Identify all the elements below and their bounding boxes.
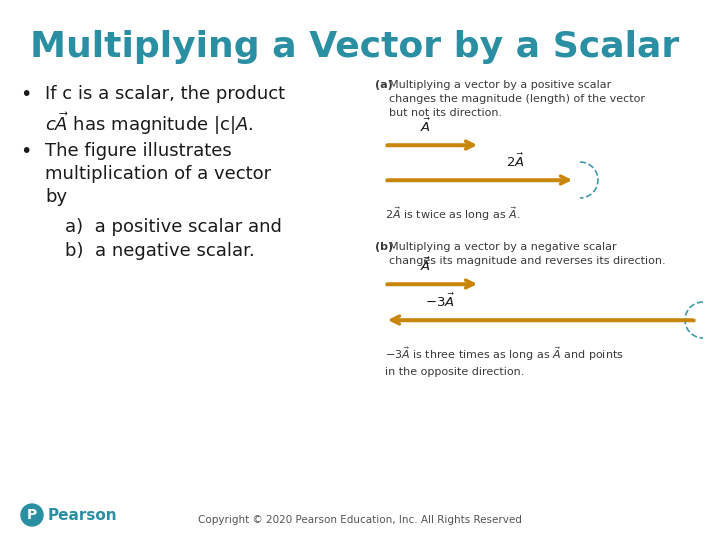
Text: $\vec{A}$: $\vec{A}$ [420,256,431,274]
Text: The figure illustrates: The figure illustrates [45,142,232,160]
Text: If c is a scalar, the product: If c is a scalar, the product [45,85,285,103]
Text: Pearson: Pearson [48,508,117,523]
Text: Multiplying a vector by a negative scalar
changes its magnitude and reverses its: Multiplying a vector by a negative scala… [389,242,665,266]
Text: $-3\vec{A}$ is three times as long as $\vec{A}$ and points
in the opposite direc: $-3\vec{A}$ is three times as long as $\… [385,345,624,377]
Circle shape [21,504,43,526]
Text: (b): (b) [375,242,393,252]
Text: •: • [20,142,32,161]
Text: (a): (a) [375,80,392,90]
Text: b)  a negative scalar.: b) a negative scalar. [65,242,255,260]
Text: •: • [20,85,32,104]
Text: $\vec{A}$: $\vec{A}$ [420,118,431,135]
Text: Multiplying a vector by a positive scalar
changes the magnitude (length) of the : Multiplying a vector by a positive scala… [389,80,645,118]
Text: multiplication of a vector: multiplication of a vector [45,165,271,183]
Text: $c\vec{A}$ has magnitude |c|$A$.: $c\vec{A}$ has magnitude |c|$A$. [45,110,253,137]
Text: $2\vec{A}$: $2\vec{A}$ [505,153,524,170]
Text: $2\vec{A}$ is twice as long as $\vec{A}$.: $2\vec{A}$ is twice as long as $\vec{A}$… [385,205,521,222]
Text: by: by [45,188,67,206]
Text: $-3\vec{A}$: $-3\vec{A}$ [425,293,455,310]
Text: Multiplying a Vector by a Scalar: Multiplying a Vector by a Scalar [30,30,679,64]
Text: a)  a positive scalar and: a) a positive scalar and [65,218,282,236]
Text: Copyright © 2020 Pearson Education, Inc. All Rights Reserved: Copyright © 2020 Pearson Education, Inc.… [198,515,522,525]
Text: P: P [27,508,37,522]
